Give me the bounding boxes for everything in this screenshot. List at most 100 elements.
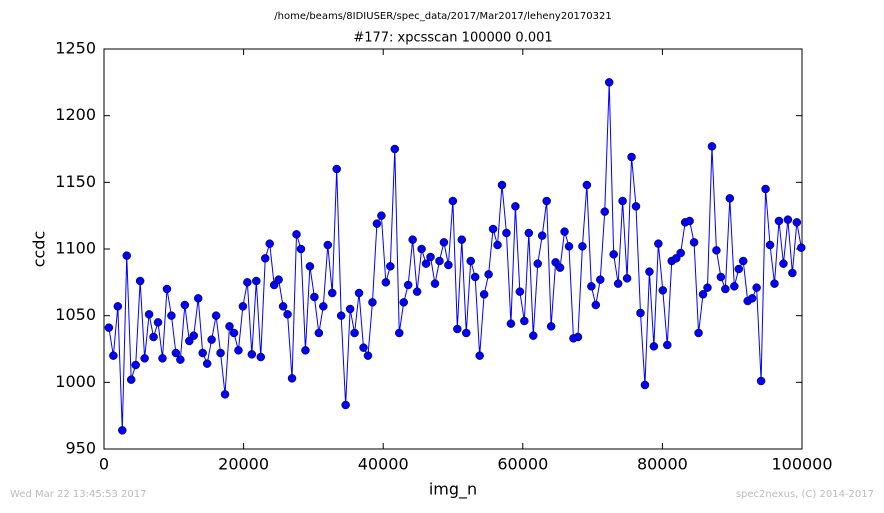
data-point <box>703 283 712 292</box>
y-tick-label: 1100 <box>55 239 96 258</box>
data-point <box>229 328 239 338</box>
data-point <box>555 263 565 272</box>
x-axis-label: img_n <box>429 480 477 500</box>
data-point <box>515 287 525 296</box>
data-point <box>202 359 212 368</box>
x-tick-label: 100000 <box>771 455 832 474</box>
data-point <box>265 239 274 248</box>
data-point <box>654 239 663 248</box>
data-point <box>305 262 315 271</box>
y-tick-label: 1000 <box>55 372 96 391</box>
data-point <box>109 351 118 360</box>
data-point <box>408 235 417 244</box>
footer-left: Wed Mar 22 13:45:53 2017 <box>10 489 146 500</box>
data-point <box>256 352 266 362</box>
data-point <box>327 288 337 298</box>
data-point <box>122 251 132 260</box>
data-point <box>479 290 489 299</box>
data-point <box>529 331 538 340</box>
data-point <box>292 230 301 239</box>
data-point <box>381 278 391 287</box>
data-point <box>126 375 136 384</box>
data-point <box>497 180 507 190</box>
data-point <box>140 354 149 363</box>
data-point <box>310 292 319 302</box>
data-point <box>747 294 757 303</box>
data-point <box>546 322 556 331</box>
data-point <box>645 267 654 276</box>
data-point <box>591 300 601 310</box>
data-point <box>738 256 748 266</box>
data-point <box>663 340 672 350</box>
x-tick-label: 40000 <box>358 455 409 474</box>
data-point <box>395 328 404 338</box>
y-tick-label: 950 <box>65 439 96 458</box>
data-point <box>158 354 167 363</box>
x-tick-label: 20000 <box>218 455 269 474</box>
footer-right: spec2nexus, (C) 2014-2017 <box>736 489 874 500</box>
data-line <box>108 82 802 431</box>
data-point <box>390 144 400 154</box>
data-point <box>636 308 645 318</box>
data-point <box>578 242 587 251</box>
data-point <box>448 196 458 206</box>
data-point <box>694 328 703 338</box>
data-point <box>354 288 364 298</box>
chart-title: #177: xpcsscan 100000 0.001 <box>353 31 552 46</box>
data-point <box>403 280 413 290</box>
data-point <box>649 342 659 351</box>
data-point <box>399 298 408 307</box>
data-point <box>582 180 592 190</box>
data-point <box>560 227 569 236</box>
data-point <box>730 282 739 291</box>
data-point <box>725 194 735 203</box>
x-tick-label: 60000 <box>497 455 548 474</box>
data-point <box>770 279 779 288</box>
data-point <box>247 350 257 359</box>
data-point <box>368 298 377 307</box>
data-point <box>502 228 511 238</box>
data-point <box>640 380 650 390</box>
data-point <box>484 270 493 279</box>
data-point <box>287 374 297 383</box>
data-point <box>453 324 462 334</box>
data-point <box>676 248 685 258</box>
data-point <box>421 259 431 268</box>
suptitle: /home/beams/8IDIUSER/spec_data/2017/Mar2… <box>274 11 611 22</box>
data-point <box>604 78 614 87</box>
data-point <box>372 219 382 228</box>
data-point <box>475 351 484 360</box>
data-point <box>734 264 744 274</box>
data-point <box>466 256 475 266</box>
y-tick-label: 1050 <box>55 305 96 324</box>
data-point <box>783 215 793 224</box>
data-point <box>721 284 730 294</box>
data-point <box>524 228 534 238</box>
data-point <box>417 244 426 254</box>
plot-frame <box>103 48 803 450</box>
data-point <box>189 331 199 340</box>
data-point <box>359 343 368 352</box>
data-point <box>788 268 797 278</box>
x-tick-label: 0 <box>99 455 109 474</box>
data-point <box>176 355 185 364</box>
data-point <box>658 286 668 295</box>
data-point <box>596 275 605 284</box>
y-axis-label: ccdc <box>30 231 49 268</box>
data-point <box>622 274 632 283</box>
data-point <box>631 202 641 211</box>
data-point <box>600 207 609 216</box>
data-point <box>131 360 140 370</box>
data-point <box>707 142 717 151</box>
data-point <box>493 240 502 250</box>
data-point <box>180 300 190 310</box>
data-point <box>296 244 306 254</box>
data-point <box>319 302 328 311</box>
y-tick-label: 1150 <box>55 172 96 191</box>
data-point <box>135 276 145 286</box>
data-point <box>345 304 355 314</box>
data-point <box>104 323 114 332</box>
data-point <box>336 311 346 320</box>
data-point <box>756 376 766 386</box>
data-point <box>488 224 498 234</box>
